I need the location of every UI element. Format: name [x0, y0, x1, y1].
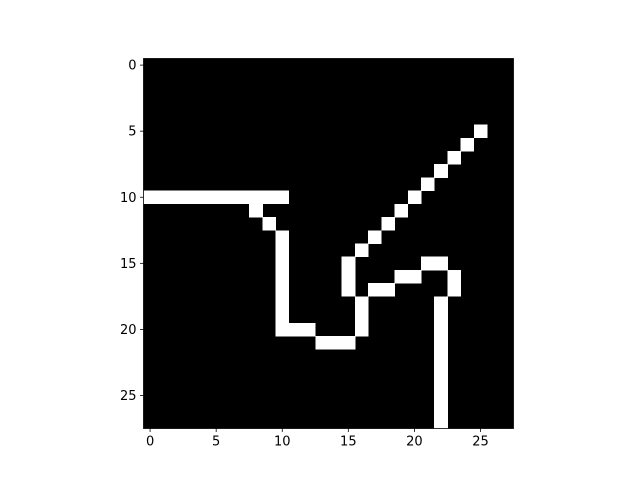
- axes-frame: [143, 58, 514, 429]
- heatmap-cell: [421, 256, 435, 271]
- heatmap-cell: [341, 336, 356, 350]
- x-tick-label: 25: [472, 435, 489, 450]
- heatmap-cell: [183, 190, 197, 205]
- heatmap-cell: [394, 203, 409, 218]
- heatmap-cell: [354, 322, 369, 337]
- x-tick-label: 0: [146, 435, 154, 450]
- heatmap-cell: [434, 415, 448, 429]
- heatmap-cell: [262, 190, 276, 205]
- heatmap-cell: [434, 336, 448, 350]
- heatmap-cell: [354, 296, 369, 310]
- heatmap-cell: [236, 190, 250, 205]
- heatmap-cell: [328, 336, 343, 350]
- heatmap-cell: [275, 230, 290, 244]
- heatmap-cell: [434, 388, 448, 403]
- y-tick-label: 5: [128, 125, 136, 140]
- heatmap-cell: [275, 322, 290, 337]
- heatmap-cell: [407, 190, 422, 205]
- heatmap-cell: [447, 283, 461, 297]
- heatmap-cell: [262, 217, 276, 231]
- heatmap-cell: [460, 137, 475, 152]
- heatmap-cell: [434, 296, 448, 310]
- heatmap-cell: [394, 269, 409, 284]
- x-axis: 0 5 10 15 20 25: [146, 428, 489, 450]
- y-axis: 0 5 10 15 20 25: [120, 59, 144, 404]
- x-tick-label: 15: [340, 435, 357, 450]
- y-tick-label: 0: [128, 59, 136, 74]
- heatmap-cell: [434, 402, 448, 416]
- heatmap-cell: [381, 283, 395, 297]
- heatmap-cell: [275, 256, 290, 271]
- heatmap-cell: [196, 190, 210, 205]
- heatmap-cell: [434, 164, 448, 178]
- x-tick-label: 5: [212, 435, 220, 450]
- x-tick-label: 20: [406, 435, 423, 450]
- heatmap-cell: [354, 243, 369, 258]
- heatmap-cell: [156, 190, 171, 205]
- heatmap-cell: [275, 269, 290, 284]
- image-background: [143, 58, 514, 429]
- heatmap-cell: [434, 322, 448, 337]
- y-tick-label: 20: [120, 323, 137, 338]
- heatmap-cell: [143, 190, 158, 205]
- y-tick-label: 10: [120, 191, 137, 206]
- heatmap-cell: [275, 296, 290, 310]
- heatmap-cell: [249, 203, 263, 218]
- heatmap-cell: [354, 309, 369, 324]
- heatmap-cell: [407, 269, 422, 284]
- heatmap-cell: [275, 243, 290, 258]
- heatmap-cell: [249, 190, 263, 205]
- heatmap-cell: [434, 349, 448, 363]
- plot-area: [143, 58, 514, 429]
- heatmap-cell: [222, 190, 237, 205]
- heatmap-cell: [288, 322, 303, 337]
- heatmap-cell: [315, 336, 329, 350]
- heatmap-cell: [169, 190, 184, 205]
- heatmap-cell: [209, 190, 224, 205]
- heatmap-cell: [275, 190, 290, 205]
- heatmap-cell: [341, 283, 356, 297]
- heatmap-cell: [421, 177, 435, 191]
- heatmap-cell: [275, 309, 290, 324]
- heatmap-cell: [447, 269, 461, 284]
- heatmap-cell: [434, 309, 448, 324]
- x-tick-label: 10: [274, 435, 291, 450]
- heatmap-cell: [368, 230, 382, 244]
- y-tick-label: 15: [120, 257, 137, 272]
- heatmap-cell: [368, 283, 382, 297]
- heatmap-cell: [447, 151, 461, 165]
- heatmap-cell: [473, 124, 488, 139]
- heatmap-cell: [302, 322, 316, 337]
- heatmap-cell: [434, 362, 448, 376]
- heatmap-cell: [381, 217, 395, 231]
- y-tick-label: 25: [120, 389, 137, 404]
- heatmap-cell: [341, 256, 356, 271]
- heatmap-cell: [434, 375, 448, 390]
- heatmap-cell: [275, 283, 290, 297]
- heatmap-cell: [434, 256, 448, 271]
- heatmap-cell: [341, 269, 356, 284]
